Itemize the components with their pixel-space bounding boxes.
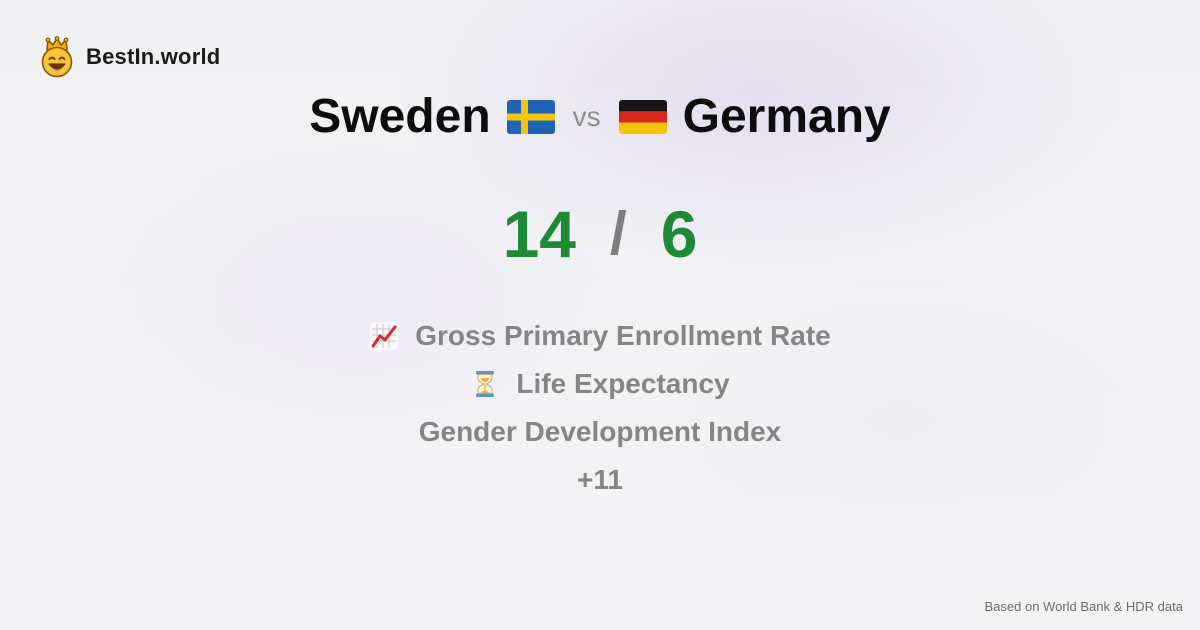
sweden-flag-icon [506,100,555,134]
right-country-name: Germany [682,90,891,143]
metric-list: Gross Primary Enrollment Rate Life Expec… [0,312,1200,504]
metric-item-life-expectancy: Life Expectancy [470,360,730,408]
metric-item-gross-primary-enrollment-rate: Gross Primary Enrollment Rate [369,312,831,360]
metric-label: Life Expectancy [516,368,730,399]
right-score: 6 [660,197,698,271]
left-score: 14 [502,197,577,271]
metric-label: Gender Development Index [418,416,782,447]
metric-label: Gross Primary Enrollment Rate [415,320,831,351]
data-source-note: Based on World Bank & HDR data [984,599,1183,614]
score-row: 14 / 6 [0,196,1200,272]
chart-increasing-icon [370,322,399,350]
brand-header[interactable]: BestIn.world [38,36,220,78]
brand-name: BestIn.world [86,44,221,69]
crowned-smiley-icon [41,36,73,78]
more-metrics-count: +11 [577,464,623,495]
metric-item-gender-development-index: Gender Development Index [419,408,782,456]
score-separator: / [610,200,627,267]
left-country-name: Sweden [309,90,491,143]
germany-flag-icon [618,100,667,134]
vs-label: vs [572,101,601,132]
comparison-title: Sweden vs Germany [0,86,1200,148]
hourglass-icon [476,371,495,397]
